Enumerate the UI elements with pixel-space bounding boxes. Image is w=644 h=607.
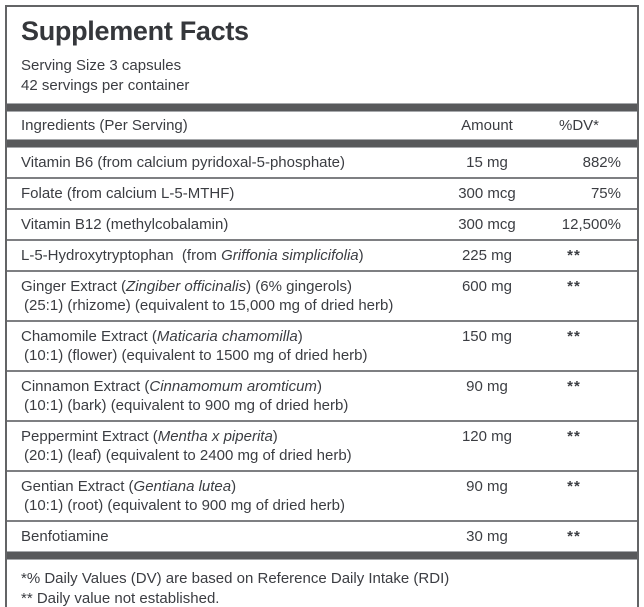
section-divider-bottom [7,551,637,560]
serving-size: Serving Size 3 capsules [21,57,182,74]
ingredient-name: Vitamin B12 (methylcobalamin) [21,216,229,233]
table-row: Folate (from calcium L-5-MTHF) 300 mcg 75% [7,179,637,210]
ingredient-rows: Vitamin B6 (from calcium pyridoxal-5-pho… [7,148,637,551]
amount-value: 30 mg [466,528,508,545]
ingredient-detail: (25:1) (rhizome) (equivalent to 15,000 m… [24,297,394,314]
ingredient-name: Cinnamon Extract (Cinnamomum aromticum)(… [21,377,441,415]
label-header: Supplement Facts Serving Size 3 capsules… [7,7,637,103]
amount-value: 90 mg [466,478,508,495]
ingredient-name: Benfotiamine [21,528,109,545]
dv-value: ** [567,478,581,495]
amount-value: 15 mg [466,154,508,171]
amount-value: 120 mg [461,428,513,445]
amount-value: 300 mcg [458,185,516,202]
ingredient-name: L-5-Hydroxytryptophan (from Griffonia si… [21,247,364,264]
table-header-row: Ingredients (Per Serving) Amount %DV* [7,112,637,139]
dv-value: 882% [582,154,621,171]
amount-column-header: Amount [461,117,513,134]
ingredient-detail: (20:1) (leaf) (equivalent to 2400 mg of … [24,447,352,464]
dv-value: ** [567,378,581,395]
section-divider-header [7,139,637,148]
table-row: Benfotiamine 30 mg ** [7,522,637,551]
table-row: L-5-Hydroxytryptophan (from Griffonia si… [7,241,637,272]
dv-column-header: %DV* [558,117,599,134]
amount-value: 225 mg [461,247,513,264]
dv-value: 12,500% [561,216,621,233]
table-row: Peppermint Extract (Mentha x piperita) (2… [7,422,637,472]
section-divider-top [7,103,637,112]
amount-value: 300 mcg [458,216,516,233]
ingredient-name: Peppermint Extract (Mentha x piperita) (2… [21,427,441,465]
dv-value: ** [567,428,581,445]
amount-value: 90 mg [466,378,508,395]
dv-value: ** [567,328,581,345]
ingredient-detail: (10:1) (flower) (equivalent to 1500 mg o… [24,347,368,364]
dv-value: 75% [590,185,621,202]
footnote-daily-values: *% Daily Values (DV) are based on Refere… [21,570,450,587]
dv-value: ** [567,528,581,545]
dv-value: ** [567,278,581,295]
dv-value: ** [567,247,581,264]
ingredient-name: Chamomile Extract (Maticaria chamomilla)… [21,327,441,365]
ingredient-name: Ginger Extract (Zingiber officinalis) (6… [21,277,441,315]
footnotes: *% Daily Values (DV) are based on Refere… [7,560,637,607]
ingredients-column-header: Ingredients (Per Serving) [21,117,188,134]
table-row: Chamomile Extract (Maticaria chamomilla)… [7,322,637,372]
table-row: Ginger Extract (Zingiber officinalis) (6… [7,272,637,322]
page-title: Supplement Facts [21,16,249,46]
table-row: Cinnamon Extract (Cinnamomum aromticum)(… [7,372,637,422]
amount-value: 150 mg [461,328,513,345]
table-row: Vitamin B12 (methylcobalamin) 300 mcg 12,5… [7,210,637,241]
amount-value: 600 mg [461,278,513,295]
ingredient-name: Folate (from calcium L-5-MTHF) [21,185,235,202]
ingredient-name: Gentian Extract (Gentiana lutea) (10:1) (… [21,477,441,515]
servings-per-container: 42 servings per container [21,77,190,94]
ingredient-name: Vitamin B6 (from calcium pyridoxal-5-pho… [21,154,346,171]
supplement-facts-label: Supplement Facts Serving Size 3 capsules… [5,5,639,607]
ingredient-detail: (10:1) (root) (equivalent to 900 mg of d… [24,497,345,514]
ingredient-detail: (10:1) (bark) (equivalent to 900 mg of d… [24,397,349,414]
footnote-not-established: ** Daily value not established. [21,590,220,607]
table-row: Gentian Extract (Gentiana lutea) (10:1) (… [7,472,637,522]
table-row: Vitamin B6 (from calcium pyridoxal-5-pho… [7,148,637,179]
